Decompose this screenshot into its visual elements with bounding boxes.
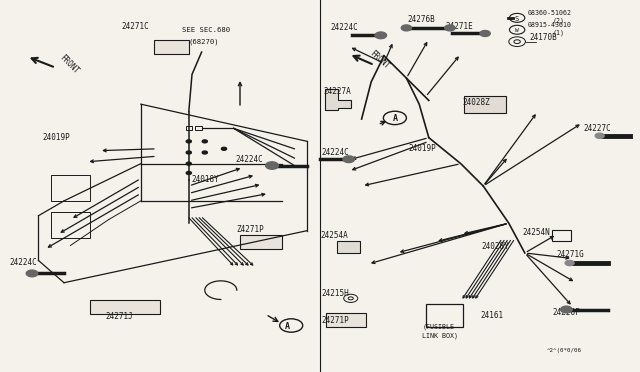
Text: 08915-43610: 08915-43610	[527, 22, 572, 28]
Text: W: W	[515, 28, 519, 33]
Circle shape	[561, 306, 572, 313]
Text: 24161: 24161	[480, 311, 503, 320]
Polygon shape	[325, 89, 351, 110]
Text: 24224C: 24224C	[321, 148, 349, 157]
Text: SEE SEC.680: SEE SEC.680	[182, 28, 230, 33]
Text: FRONT: FRONT	[58, 53, 80, 76]
Circle shape	[445, 25, 455, 31]
Text: ^2^(0*0/06: ^2^(0*0/06	[547, 348, 582, 353]
Text: 24028Y: 24028Y	[481, 242, 509, 251]
Bar	[326, 313, 366, 327]
Bar	[51, 175, 90, 201]
Circle shape	[221, 147, 227, 150]
Circle shape	[186, 162, 191, 165]
Bar	[51, 212, 90, 238]
Text: 24170B: 24170B	[529, 33, 557, 42]
Text: 24227C: 24227C	[584, 124, 611, 133]
Circle shape	[595, 133, 604, 138]
Bar	[426, 304, 463, 327]
Circle shape	[266, 162, 278, 169]
Text: 24271P: 24271P	[321, 316, 349, 325]
Bar	[90, 300, 160, 314]
Bar	[240, 235, 282, 249]
Text: (2): (2)	[552, 17, 564, 24]
Text: FRONT: FRONT	[367, 48, 390, 71]
Text: 24215H: 24215H	[321, 289, 349, 298]
Text: S: S	[515, 16, 519, 22]
Text: 24019P: 24019P	[43, 134, 70, 142]
Text: 24224C: 24224C	[10, 258, 37, 267]
Text: (FUSIBLE: (FUSIBLE	[422, 324, 454, 330]
Circle shape	[401, 25, 412, 31]
Bar	[337, 241, 360, 253]
Circle shape	[202, 151, 207, 154]
Text: 24254A: 24254A	[321, 231, 348, 240]
Bar	[464, 96, 506, 113]
Text: A: A	[392, 114, 397, 123]
Text: 24224C: 24224C	[236, 155, 263, 164]
Circle shape	[343, 156, 355, 163]
Text: 24019P: 24019P	[408, 144, 436, 153]
Text: LINK BOX): LINK BOX)	[422, 332, 458, 339]
Text: 24271G: 24271G	[556, 250, 584, 259]
Bar	[195, 126, 202, 130]
Text: 08360-51062: 08360-51062	[527, 10, 572, 16]
Circle shape	[375, 32, 387, 39]
Circle shape	[26, 270, 38, 277]
Text: 24224C: 24224C	[331, 23, 358, 32]
Circle shape	[186, 171, 191, 174]
Text: (1): (1)	[552, 29, 564, 36]
Bar	[186, 126, 192, 130]
Text: 24276B: 24276B	[407, 15, 435, 24]
Text: 24227A: 24227A	[323, 87, 351, 96]
Text: A: A	[285, 322, 290, 331]
Circle shape	[202, 140, 207, 143]
Text: 24226F: 24226F	[552, 308, 580, 317]
Text: 24254N: 24254N	[523, 228, 550, 237]
Circle shape	[186, 140, 191, 143]
Circle shape	[565, 260, 574, 266]
Text: 24018Y: 24018Y	[191, 175, 219, 184]
Circle shape	[480, 31, 490, 36]
Text: (68270): (68270)	[189, 38, 220, 45]
Text: Z4271P: Z4271P	[237, 225, 264, 234]
Text: 24271E: 24271E	[445, 22, 473, 31]
Bar	[552, 230, 571, 241]
Text: 24028Z: 24028Z	[462, 98, 490, 107]
Text: 24271J: 24271J	[106, 312, 133, 321]
Circle shape	[186, 151, 191, 154]
Bar	[154, 40, 189, 54]
Text: 24271C: 24271C	[122, 22, 149, 31]
